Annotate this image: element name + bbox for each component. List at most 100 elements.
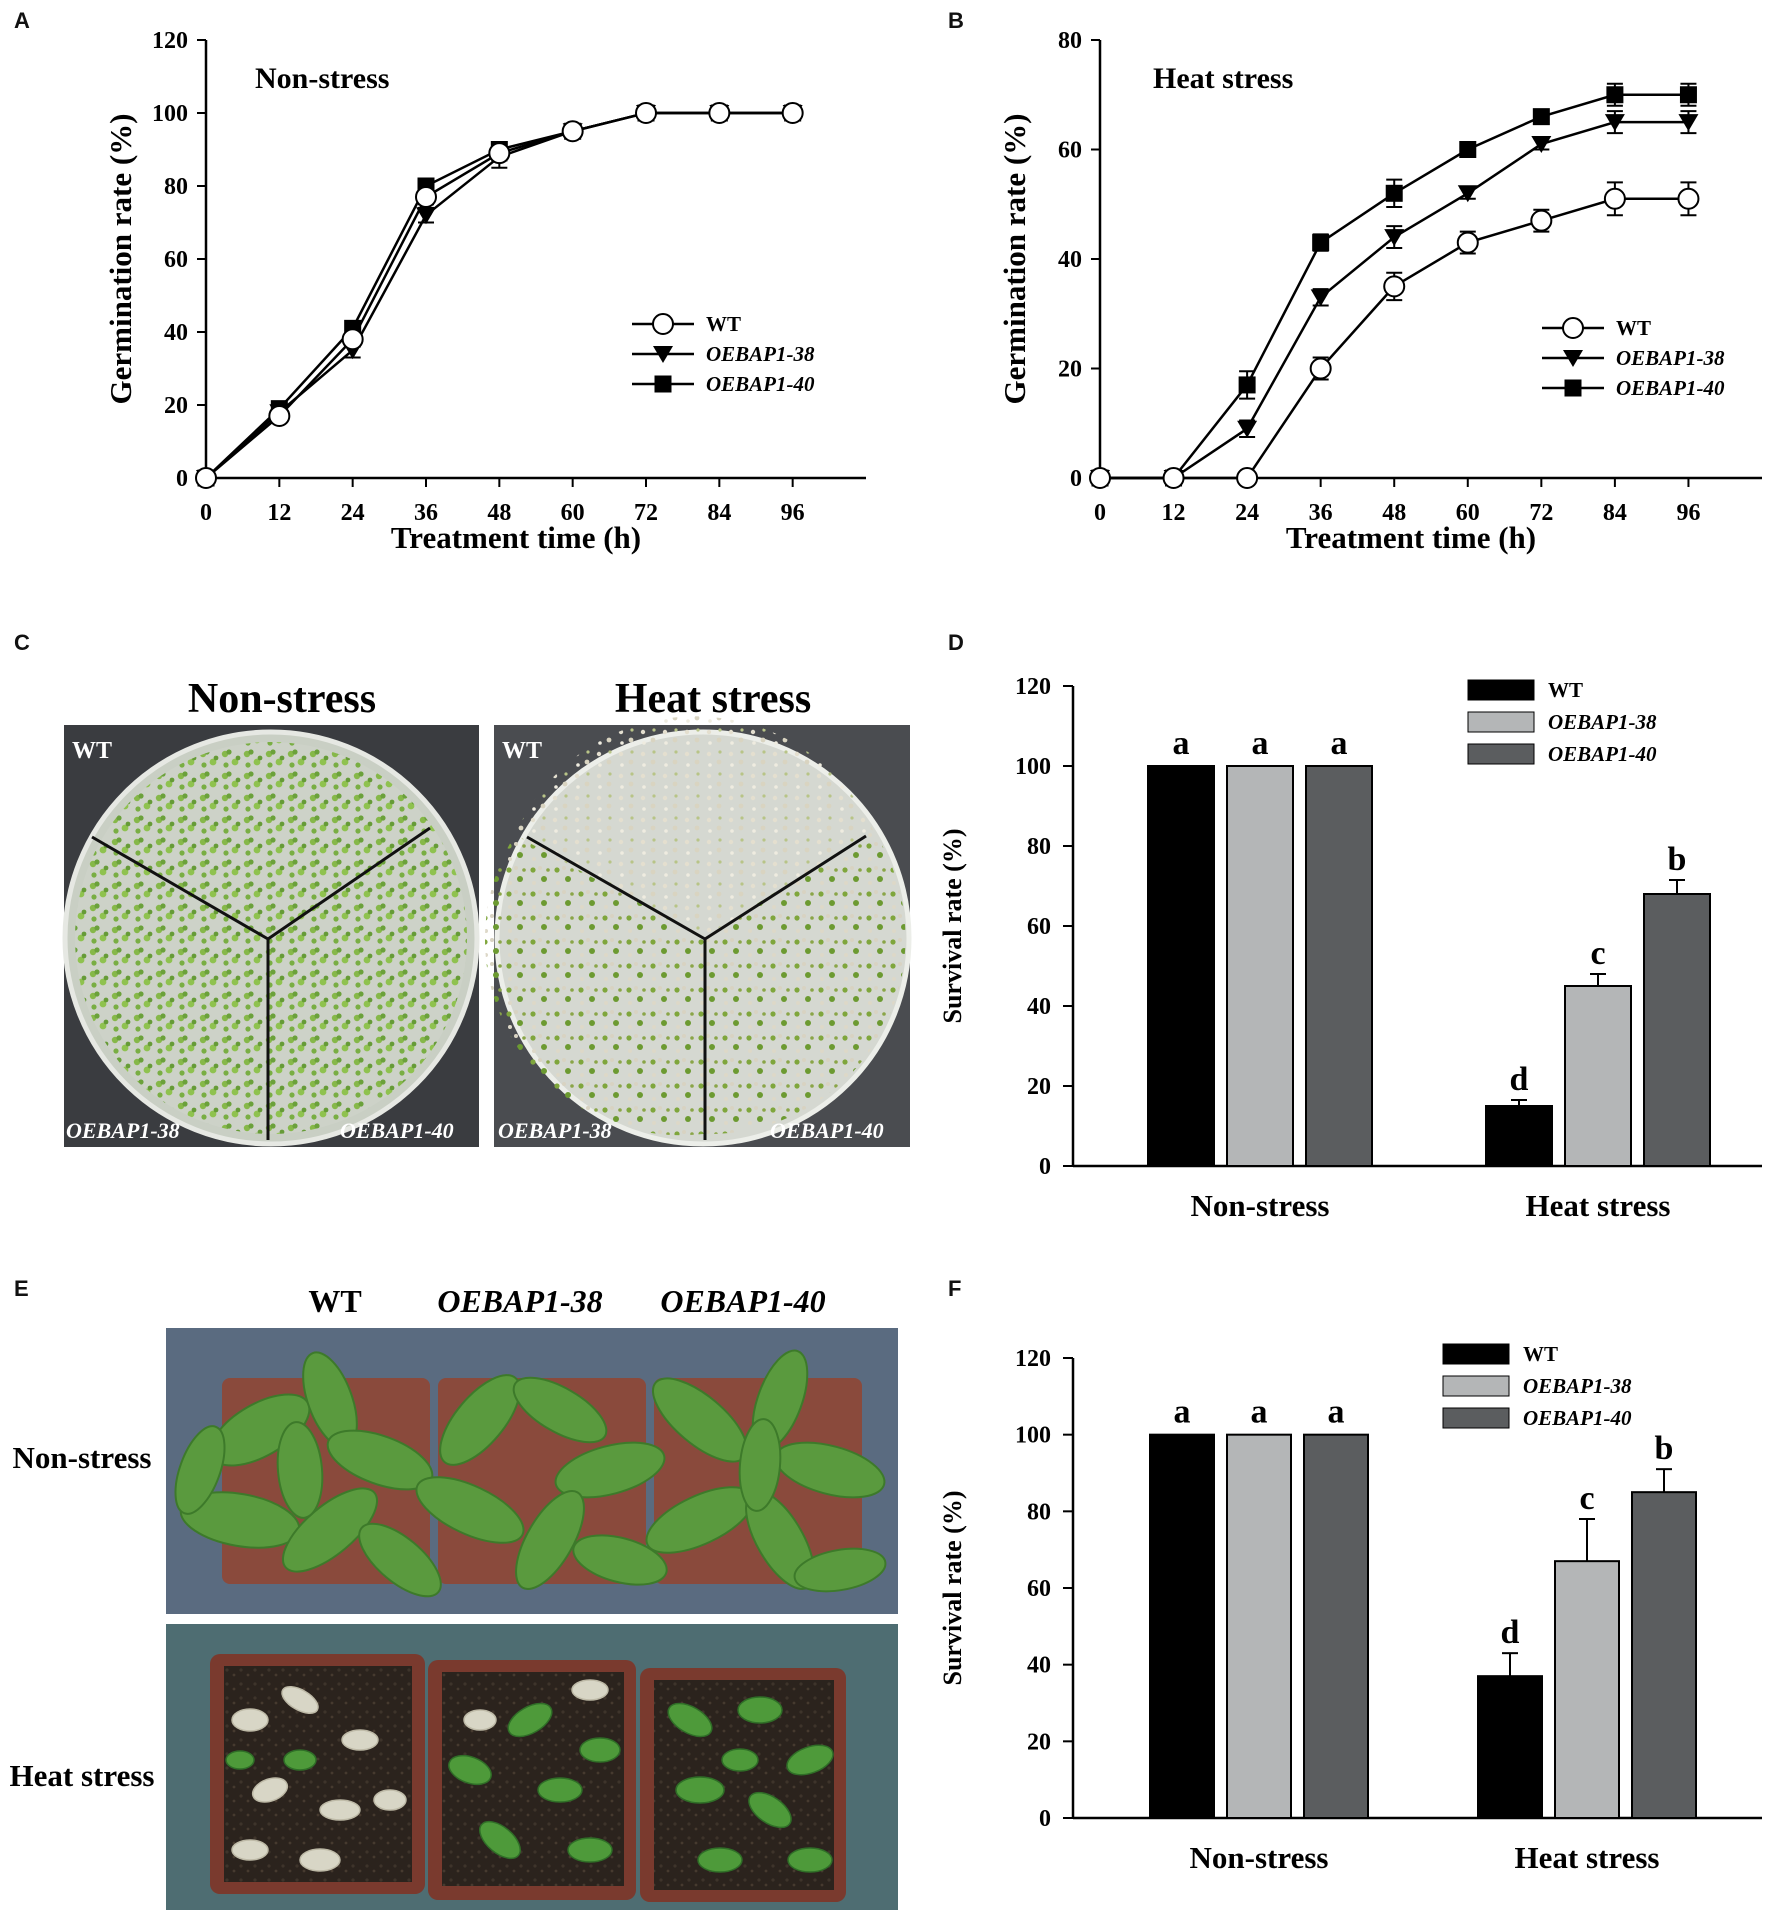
x-tick-label: 48 [1382,500,1406,526]
y-tick-label: 0 [176,466,188,492]
y-tick-label: 40 [1058,247,1082,273]
data-point-oebap1-38 [1604,114,1625,132]
x-axis-label: Treatment time (h) [1286,520,1536,555]
category-label: Heat stress [1515,1840,1660,1875]
panel-label-b: B [948,8,964,33]
legend-marker-oebap1-40 [654,375,672,393]
data-point-oebap1-40 [1385,184,1403,202]
bar-oebap1-38 [1554,1560,1620,1819]
significance-letter: d [1501,1614,1520,1651]
data-point-oebap1-38 [1237,420,1258,438]
x-tick-label: 12 [1162,500,1186,526]
category-label: Heat stress [1526,1188,1671,1223]
data-point-oebap1-38 [416,207,436,225]
y-axis-label: Germination rate (%) [103,114,138,405]
y-tick-label: 80 [1058,28,1082,54]
significance-letter: c [1590,935,1605,972]
legend-label-oebap1-38: OEBAP1-38 [1548,710,1657,734]
y-tick-label: 100 [1015,1423,1051,1449]
y-tick-label: 60 [164,247,188,273]
y-tick-label: 20 [1058,357,1082,383]
data-point-wt [341,328,364,351]
significance-letter: b [1655,1430,1674,1467]
y-tick-label: 0 [1070,466,1082,492]
legend-label-oebap1-38: OEBAP1-38 [706,342,815,366]
legend-label-oebap1-40: OEBAP1-40 [1616,376,1725,400]
pots-heat-photo [166,1624,898,1910]
data-point-oebap1-40 [1606,86,1624,104]
data-point-wt [1677,187,1700,210]
x-tick-label: 84 [1603,500,1627,526]
y-axis-label: Germination rate (%) [997,114,1032,405]
legend-marker-oebap1-40 [1564,379,1582,397]
y-tick-label: 40 [1027,1653,1051,1679]
data-point-wt [781,102,804,124]
bar-oebap1-38 [1564,985,1632,1167]
data-point-oebap1-40 [1238,376,1256,394]
data-point-oebap1-38 [1384,229,1405,247]
data-point-wt [1089,467,1111,489]
photo-c-title-heat: Heat stress [615,676,811,722]
bar-oebap1-38 [1226,1433,1292,1819]
legend-label-wt: WT [706,312,741,336]
legend-swatch-oebap1-38 [1467,711,1535,733]
photo-c-title-nonstress: Non-stress [188,676,376,722]
x-axis-label: Treatment time (h) [391,520,641,555]
data-point-wt [268,404,291,427]
y-tick-label: 100 [1015,754,1051,780]
panel-label-a: A [14,8,30,33]
y-tick-label: 120 [1015,674,1051,700]
legend-label-oebap1-40: OEBAP1-40 [1523,1406,1632,1430]
bar-wt [1477,1675,1543,1819]
y-tick-label: 20 [1027,1729,1051,1755]
y-axis-label: Survival rate (%) [938,829,967,1024]
x-tick-label: 60 [561,500,585,526]
legend-marker-oebap1-38 [1563,350,1583,367]
data-point-oebap1-40 [1679,86,1697,104]
pots-nonstress-photo [166,1328,898,1614]
y-tick-label: 20 [1027,1074,1051,1100]
legend-swatch-oebap1-38 [1442,1375,1510,1397]
y-tick-label: 40 [1027,994,1051,1020]
plate-label-wt: WT [72,738,112,764]
chart-b-heat-germination: 0 20 40 60 80 0 12 24 36 48 60 72 84 96 Treatment time… [997,28,1762,555]
x-tick-label: 72 [634,500,658,526]
petri-plate-heat: WT OEBAP1-38 OEBAP1-40 [484,716,912,1147]
y-tick-label: 60 [1027,1576,1051,1602]
bar-oebap1-40 [1631,1491,1697,1819]
x-tick-label: 48 [487,500,511,526]
photo-e-col-wt: WT [308,1283,361,1319]
petri-plate-nonstress: WT OEBAP1-38 OEBAP1-40 [62,725,480,1147]
data-point-wt [1236,467,1259,489]
data-point-wt [1530,209,1553,232]
y-tick-label: 120 [152,28,188,54]
y-tick-label: 40 [164,320,188,346]
category-label: Non-stress [1190,1840,1329,1875]
x-tick-label: 72 [1529,500,1553,526]
legend-marker-oebap1-38 [653,346,673,363]
y-axis-label: Survival rate (%) [938,1491,967,1686]
plate-label-oe38: OEBAP1-38 [66,1118,180,1143]
bar-oebap1-40 [1305,765,1373,1167]
panel-label-c: C [14,630,30,655]
data-point-wt [1603,187,1626,210]
legend-label-wt: WT [1523,1342,1558,1366]
data-point-oebap1-38 [1678,114,1699,132]
data-point-wt [1162,467,1185,489]
data-point-oebap1-40 [1459,141,1477,158]
photo-e: WT OEBAP1-38 OEBAP1-40 Non-stress Heat s… [10,1283,898,1910]
bar-wt [1147,765,1215,1167]
x-tick-label: 0 [1094,500,1106,526]
photo-c: Non-stress Heat stress WT OEBAP1-38 OEBA… [62,676,912,1147]
x-tick-label: 84 [707,500,731,526]
data-point-wt [1456,231,1479,254]
bar-wt [1485,1105,1553,1167]
y-tick-label: 120 [1015,1346,1051,1372]
legend-swatch-wt [1442,1343,1510,1365]
significance-letter: a [1173,725,1190,762]
legend-marker-wt [1562,317,1584,339]
legend-label-oebap1-40: OEBAP1-40 [1548,742,1657,766]
plate-label-wt: WT [502,738,542,764]
legend-marker-wt [652,313,674,335]
